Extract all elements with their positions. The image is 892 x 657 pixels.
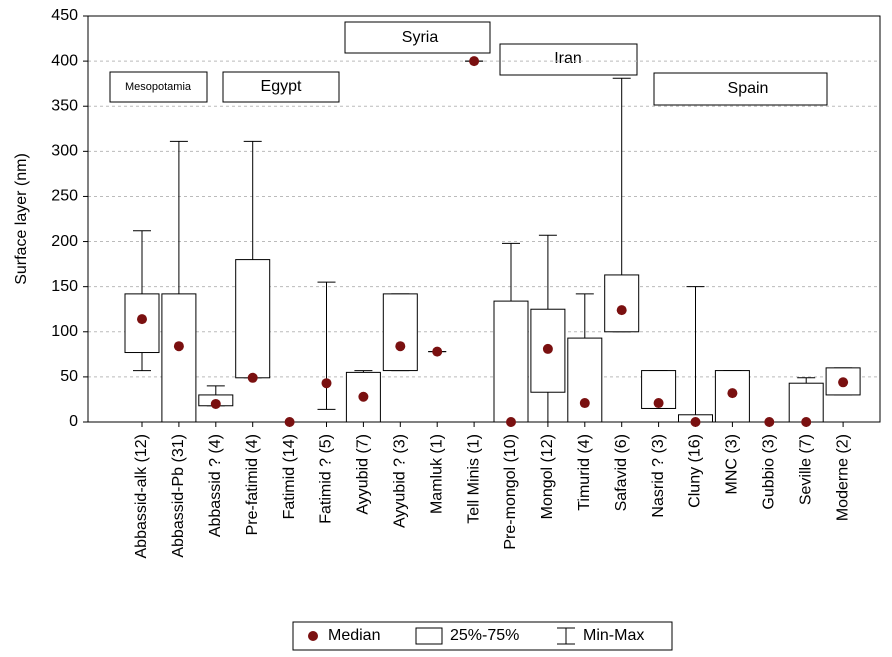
x-tick-label: Abbassid ? (4) — [207, 434, 224, 537]
median — [358, 391, 369, 402]
box — [161, 293, 197, 423]
y-tick-label: 0 — [69, 413, 78, 430]
median — [137, 314, 147, 325]
median — [690, 417, 701, 427]
legend-box-symbol — [415, 627, 443, 645]
median — [395, 341, 406, 352]
x-tick-label: Seville (7) — [797, 434, 814, 505]
x-tick-label: Gubbio (3) — [761, 434, 778, 510]
annotation: Spain — [728, 80, 769, 97]
x-tick-label: Nasrid ? (3) — [650, 434, 667, 518]
box — [235, 259, 271, 379]
annotation: Mesopotamia — [125, 81, 192, 93]
y-tick-label: 200 — [51, 233, 78, 250]
x-tick-label: MNC (3) — [724, 434, 741, 494]
box — [788, 382, 824, 423]
x-tick-label: Mamluk (1) — [428, 434, 445, 514]
plot-frame — [87, 15, 881, 423]
y-axis-label: Surface layer (nm) — [13, 153, 30, 285]
median — [653, 398, 664, 409]
median — [432, 346, 443, 357]
y-tick-label: 450 — [51, 7, 78, 24]
box — [493, 300, 529, 423]
legend-whisker-symbol — [557, 627, 575, 645]
annotation: Egypt — [261, 78, 302, 95]
legend-label: Median — [328, 627, 380, 644]
x-tick-label: Mongol (12) — [539, 434, 556, 519]
annotation-box — [344, 21, 491, 54]
median — [801, 417, 812, 427]
legend: Median 25%-75% Min-Max — [292, 621, 673, 651]
x-tick-label: Fatimid (14) — [281, 434, 298, 519]
y-tick-label: 100 — [51, 323, 78, 340]
x-tick-label: Safavid (6) — [613, 434, 630, 511]
y-tick-label: 350 — [51, 97, 78, 114]
median — [247, 372, 258, 383]
legend-label: 25%-75% — [450, 627, 519, 644]
median — [321, 378, 332, 389]
x-tick-label: Ayyubid ? (3) — [392, 434, 409, 528]
box — [604, 274, 640, 333]
annotations: Mesopotamia Egypt Syria Iran Spain — [109, 21, 828, 106]
annotation-box — [222, 71, 340, 103]
median — [616, 305, 627, 316]
legend-label: Min-Max — [583, 627, 644, 644]
legend-median-symbol — [308, 631, 318, 641]
x-tick-label: Cluny (16) — [687, 434, 704, 508]
y-tick-label: 400 — [51, 52, 78, 69]
legend-frame — [292, 621, 673, 651]
median — [579, 398, 590, 409]
x-tick-label: Pre-mongol (10) — [502, 434, 519, 550]
box — [567, 337, 603, 423]
x-tick-label: Ayyubid (7) — [355, 434, 372, 515]
x-tick-label: Pre-fatimid (4) — [244, 434, 261, 535]
y-tick-label: 300 — [51, 143, 78, 160]
x-tick-label: Abbassid-Pb (31) — [170, 434, 187, 558]
y-tick-label: 250 — [51, 188, 78, 205]
y-tick-label: 50 — [60, 368, 78, 385]
x-tick-label: Fatimid ? (5) — [318, 434, 335, 524]
annotation-box — [109, 71, 208, 103]
x-tick-label: Timurid (4) — [576, 434, 593, 511]
median — [210, 398, 221, 409]
plot-area: 0 50 100 150 200 250 300 350 400 450 Abbassid-alk … — [51, 7, 881, 559]
median — [838, 377, 849, 388]
annotation: Syria — [402, 29, 439, 46]
annotation-box — [653, 72, 828, 106]
box — [382, 293, 418, 372]
median — [469, 56, 480, 67]
x-tick-label: Abbassid-alk (12) — [133, 434, 150, 559]
median — [173, 341, 184, 352]
median — [284, 417, 295, 427]
median — [764, 417, 775, 427]
median — [727, 388, 738, 399]
x-tick-label: Tell Minis (1) — [465, 434, 482, 524]
median — [542, 343, 553, 354]
annotation: Iran — [554, 50, 582, 67]
x-tick-label: Moderne (2) — [834, 434, 851, 521]
y-tick-label: 150 — [51, 278, 78, 295]
annotation-box — [499, 43, 638, 76]
median — [506, 417, 516, 427]
